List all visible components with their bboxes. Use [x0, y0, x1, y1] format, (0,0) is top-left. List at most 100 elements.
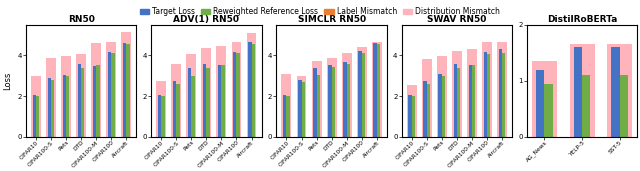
Bar	[36, 96, 39, 137]
Bar	[582, 75, 590, 137]
Bar	[252, 44, 255, 137]
Bar	[301, 82, 305, 137]
Bar	[499, 49, 502, 137]
Bar	[468, 65, 472, 137]
Bar	[221, 65, 225, 137]
Bar	[427, 84, 430, 137]
Bar	[191, 76, 195, 137]
Bar	[452, 51, 462, 137]
Title: DistilRoBERTa: DistilRoBERTa	[547, 15, 617, 24]
Bar	[48, 78, 51, 137]
Bar	[312, 61, 321, 137]
Bar	[457, 69, 460, 137]
Bar	[248, 42, 252, 137]
Bar	[472, 65, 476, 137]
Bar	[374, 43, 377, 137]
Bar	[156, 81, 166, 137]
Bar	[342, 53, 351, 137]
Bar	[422, 59, 432, 137]
Title: RN50: RN50	[68, 15, 95, 24]
Bar	[176, 84, 180, 137]
Bar	[173, 81, 176, 137]
Bar	[467, 49, 477, 137]
Bar	[203, 64, 206, 137]
Bar	[31, 76, 41, 137]
Bar	[574, 47, 582, 137]
Bar	[186, 54, 196, 137]
Bar	[218, 65, 221, 137]
Bar	[487, 54, 490, 137]
Bar	[298, 80, 301, 137]
Bar	[377, 44, 380, 137]
Bar	[347, 64, 350, 137]
Bar	[123, 43, 126, 137]
Bar	[484, 52, 487, 137]
Bar	[287, 96, 290, 137]
Bar	[356, 47, 367, 137]
Bar	[532, 61, 557, 137]
Bar	[216, 46, 227, 137]
Bar	[283, 95, 287, 137]
Bar	[233, 52, 236, 137]
Title: SWAV RN50: SWAV RN50	[427, 15, 486, 24]
Title: ADV(1) RN50: ADV(1) RN50	[173, 15, 239, 24]
Bar	[296, 76, 307, 137]
Bar	[424, 81, 427, 137]
Bar	[317, 75, 320, 137]
Bar	[161, 96, 164, 137]
Bar	[63, 75, 66, 137]
Bar	[282, 74, 291, 137]
Bar	[545, 84, 553, 137]
Bar	[497, 42, 507, 137]
Bar	[106, 42, 116, 137]
Bar	[454, 64, 457, 137]
Bar	[122, 32, 131, 137]
Bar	[246, 33, 257, 137]
Bar	[343, 62, 347, 137]
Bar	[202, 48, 211, 137]
Bar	[408, 95, 412, 137]
Bar	[46, 58, 56, 137]
Bar	[51, 80, 54, 137]
Bar	[232, 42, 241, 137]
Bar	[92, 43, 101, 137]
Bar	[111, 53, 115, 137]
Bar	[236, 53, 240, 137]
Bar	[326, 58, 337, 137]
Bar	[78, 64, 81, 137]
Legend: Target Loss, Reweighted Reference Loss, Label Mismatch, Distribution Mismatch: Target Loss, Reweighted Reference Loss, …	[137, 4, 503, 19]
Bar	[536, 69, 545, 137]
Bar	[611, 47, 620, 137]
Title: SIMCLR RN50: SIMCLR RN50	[298, 15, 365, 24]
Bar	[81, 69, 84, 137]
Bar	[358, 51, 362, 137]
Bar	[172, 64, 181, 137]
Y-axis label: Loss: Loss	[3, 72, 12, 90]
Bar	[61, 56, 71, 137]
Bar	[362, 53, 365, 137]
Bar	[313, 69, 317, 137]
Bar	[93, 67, 96, 137]
Bar	[33, 95, 36, 137]
Bar	[607, 44, 632, 137]
Bar	[372, 42, 381, 137]
Bar	[158, 95, 161, 137]
Bar	[407, 85, 417, 137]
Bar	[570, 44, 595, 137]
Bar	[482, 42, 492, 137]
Bar	[620, 75, 628, 137]
Bar	[412, 96, 415, 137]
Bar	[437, 56, 447, 137]
Bar	[96, 65, 99, 137]
Bar	[126, 44, 130, 137]
Bar	[442, 76, 445, 137]
Bar	[206, 69, 210, 137]
Bar	[188, 69, 191, 137]
Bar	[328, 65, 332, 137]
Bar	[66, 76, 69, 137]
Bar	[438, 74, 442, 137]
Bar	[76, 54, 86, 137]
Bar	[108, 52, 111, 137]
Bar	[502, 53, 506, 137]
Bar	[332, 68, 335, 137]
